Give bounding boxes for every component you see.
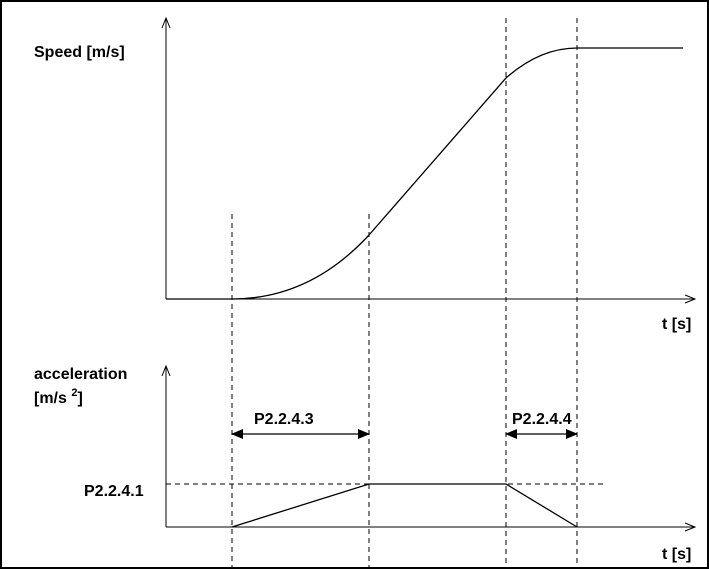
acceleration-graph: acceleration [m/s 2] P2.2.4.1 t [s] P2.2… <box>34 366 695 563</box>
rise-interval-label: P2.2.4.3 <box>254 411 314 428</box>
time-guides <box>231 18 578 568</box>
acceleration-level-label: P2.2.4.1 <box>84 483 144 500</box>
speed-time-axis-label: t [s] <box>662 316 691 333</box>
acceleration-unit-label: [m/s 2] <box>34 387 83 407</box>
acceleration-time-axis-label: t [s] <box>662 546 691 563</box>
fall-interval-label: P2.2.4.4 <box>512 411 572 428</box>
speed-curve <box>166 47 683 300</box>
acceleration-profile <box>231 483 578 528</box>
speed-axis-label: Speed [m/s] <box>34 44 125 61</box>
unit-superscript: 2 <box>71 387 77 399</box>
acceleration-axis-label: acceleration <box>34 366 127 383</box>
speed-graph: Speed [m/s] t [s] <box>34 18 695 333</box>
